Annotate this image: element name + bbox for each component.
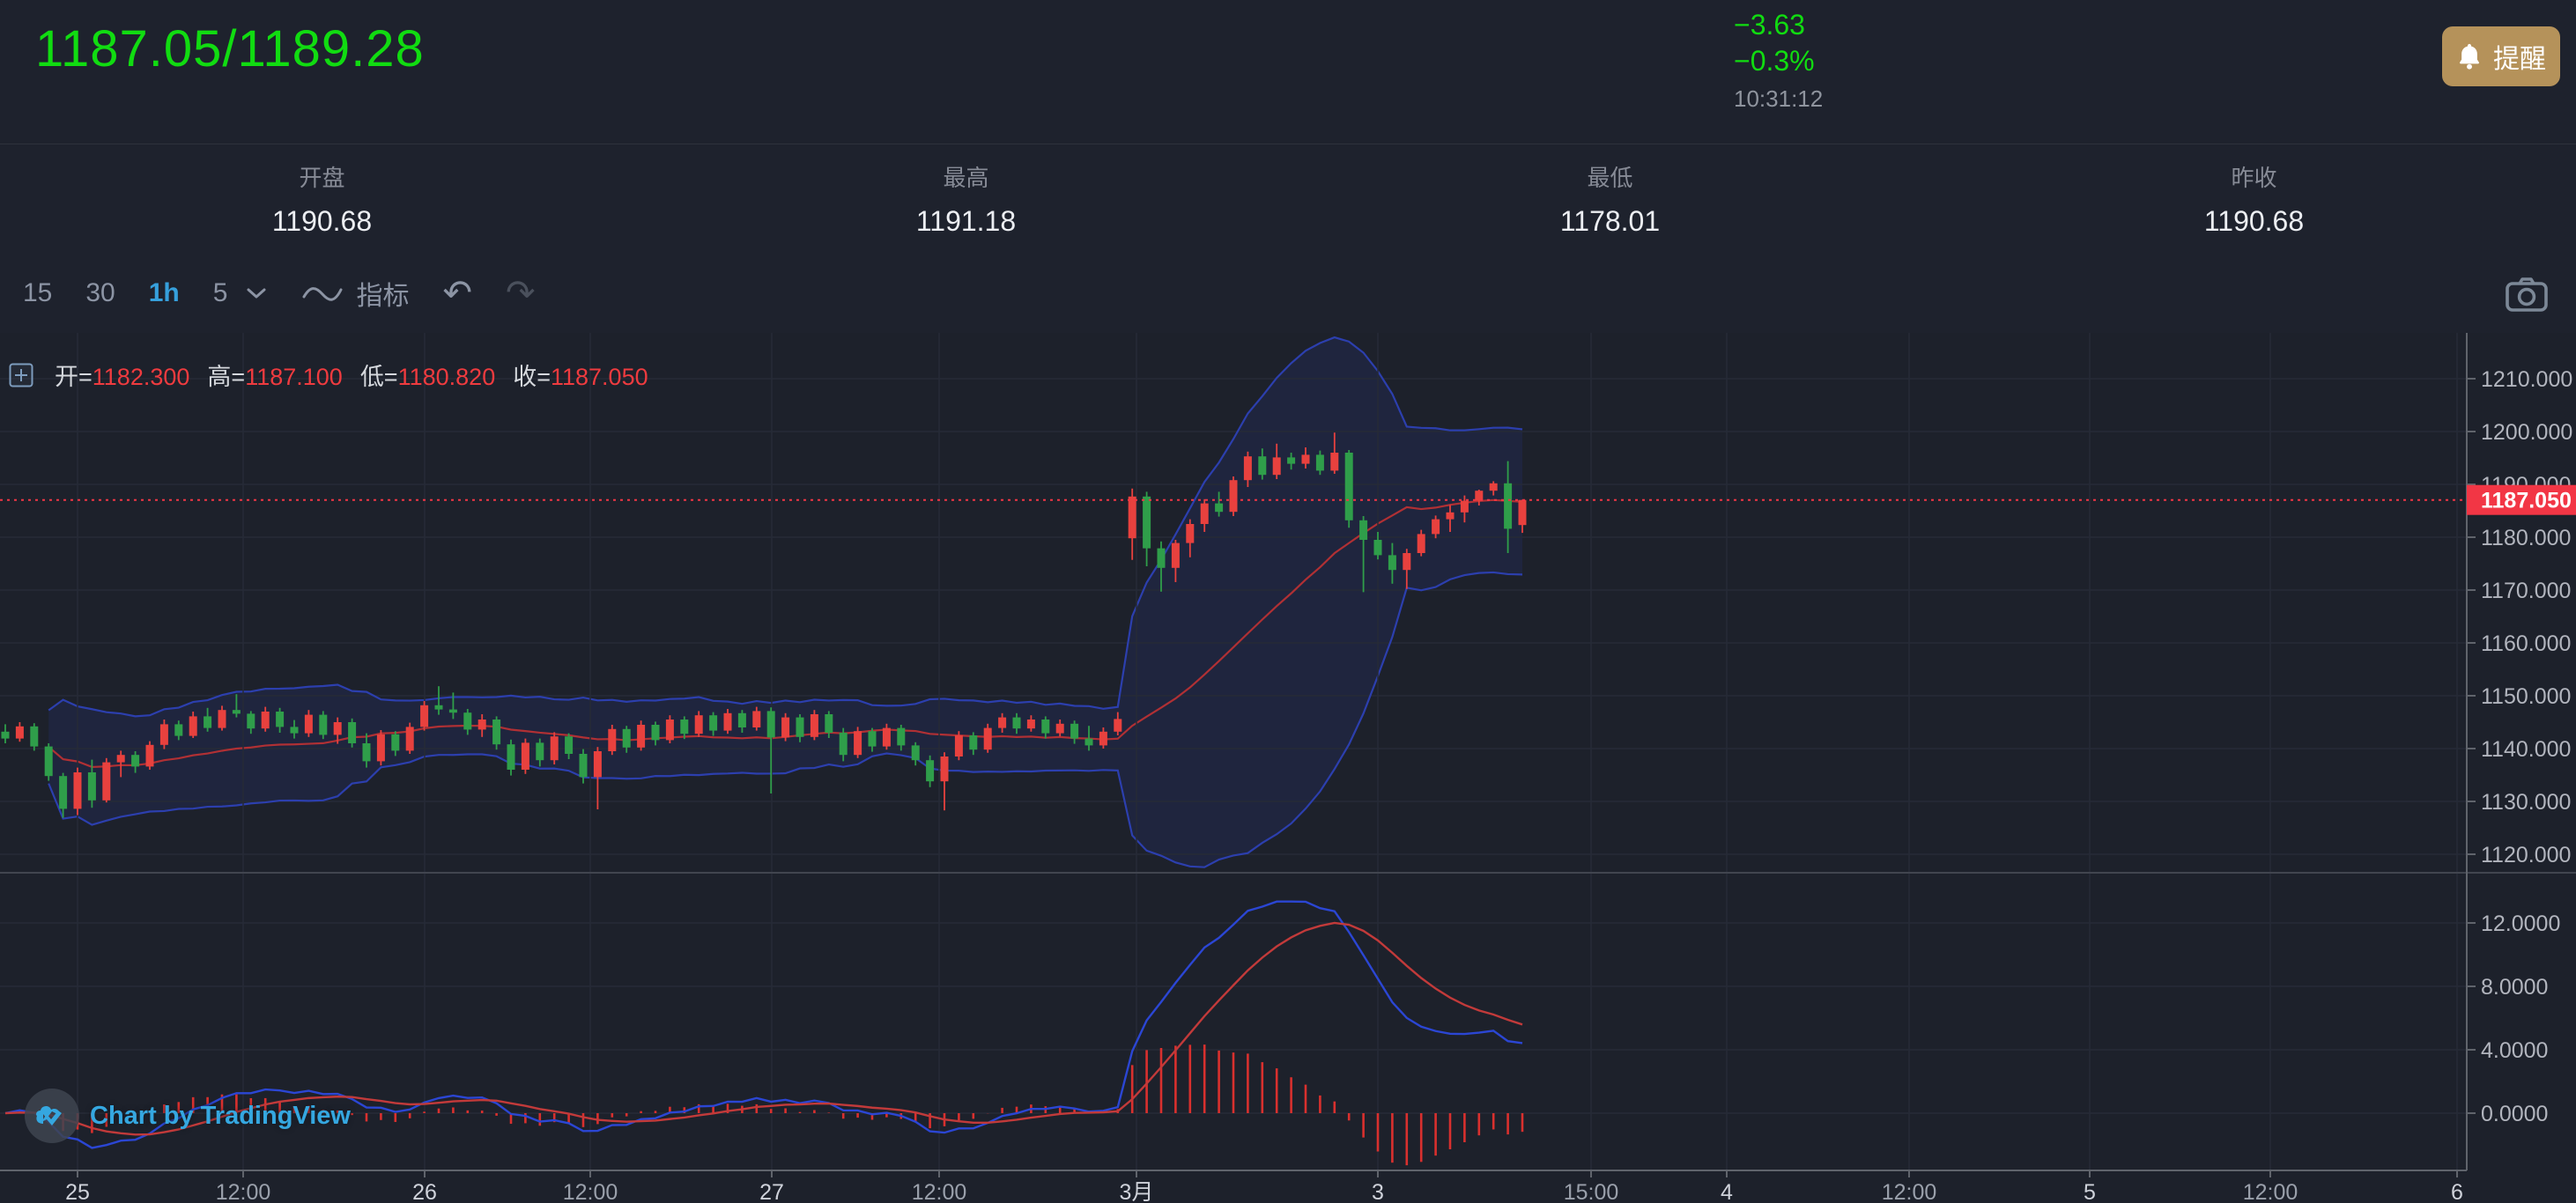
stat-high-label: 最高 <box>943 165 989 191</box>
chart-toolbar: 15 30 1h 5 指标 ↶ ↷ <box>0 254 2576 333</box>
quote-header: 1187.05/1189.28 −3.63 −0.3% 10:31:12 提醒 <box>0 0 2576 144</box>
svg-text:12:00: 12:00 <box>563 1180 618 1203</box>
svg-text:3月: 3月 <box>1120 1180 1154 1203</box>
stat-prev-close-label: 昨收 <box>2231 165 2277 191</box>
svg-text:4: 4 <box>1721 1180 1733 1203</box>
redo-icon[interactable]: ↷ <box>505 273 536 314</box>
indicators-button[interactable]: 指标 <box>301 274 409 313</box>
wave-icon <box>302 287 343 301</box>
svg-text:4.0000: 4.0000 <box>2481 1038 2548 1063</box>
svg-text:1150.000: 1150.000 <box>2481 684 2571 709</box>
svg-text:15:00: 15:00 <box>1564 1180 1619 1203</box>
quote-time: 10:31:12 <box>1734 85 1824 112</box>
candlestick-series <box>1 432 1527 818</box>
svg-text:12:00: 12:00 <box>216 1180 271 1203</box>
timeframe-30[interactable]: 30 <box>85 278 115 307</box>
timeframe-5[interactable]: 5 <box>212 278 228 307</box>
svg-text:1180.000: 1180.000 <box>2481 526 2571 550</box>
tradingview-logo-icon <box>25 1089 79 1143</box>
stat-open-label: 开盘 <box>299 165 345 191</box>
crosshair-plus-icon[interactable] <box>9 363 33 387</box>
current-price-axis-label: 1187.050 <box>2467 484 2576 515</box>
svg-text:1210.000: 1210.000 <box>2481 367 2572 392</box>
vertical-gridlines <box>77 333 2458 1170</box>
legend-high: 高=1187.100 <box>207 364 343 390</box>
stat-high: 最高 1191.18 <box>644 144 1288 254</box>
svg-text:26: 26 <box>412 1180 437 1203</box>
stat-low-value: 1178.01 <box>1559 205 1661 237</box>
price-chart-canvas[interactable]: 1210.0001200.0001190.0001180.0001170.000… <box>0 333 2576 1203</box>
svg-text:8.0000: 8.0000 <box>2481 975 2548 1000</box>
legend-low: 低=1180.820 <box>359 364 496 390</box>
change-block: −3.63 −0.3% 10:31:12 <box>1734 7 1823 114</box>
time-axis-labels: 25 12:00 26 12:00 27 12:00 3月 3 15:00 4 12:00 5 12:0… <box>65 1170 2463 1203</box>
ohlc-legend: 开=1182.300 高=1187.100 低=1180.820 收=1187.… <box>9 358 648 392</box>
macd-pane <box>4 900 1524 1166</box>
stat-open-value: 1190.68 <box>271 205 373 237</box>
svg-text:1120.000: 1120.000 <box>2481 843 2571 867</box>
bell-icon <box>2460 43 2479 70</box>
svg-text:12:00: 12:00 <box>2243 1180 2298 1203</box>
bollinger-band <box>0 336 2467 868</box>
timeframe-1h[interactable]: 1h <box>148 278 180 307</box>
stat-low: 最低 1178.01 <box>1288 144 1932 254</box>
svg-text:6: 6 <box>2451 1180 2463 1203</box>
tradingview-attribution-text: Chart by TradingView <box>90 1101 351 1130</box>
stat-low-label: 最低 <box>1587 165 1633 191</box>
price-axis-labels: 1210.0001200.0001190.0001180.0001170.000… <box>2467 367 2572 1126</box>
svg-text:1160.000: 1160.000 <box>2481 631 2571 656</box>
price-change: −3.63 <box>1734 9 1805 41</box>
chevron-down-icon[interactable] <box>245 286 268 300</box>
macd-gridlines <box>0 922 2467 1114</box>
alert-button[interactable]: 提醒 <box>2442 26 2560 86</box>
ohlc-stats-row: 开盘 1190.68 最高 1191.18 最低 1178.01 昨收 1190… <box>0 144 2576 255</box>
svg-text:0.0000: 0.0000 <box>2481 1102 2548 1126</box>
stat-prev-close: 昨收 1190.68 <box>1932 144 2576 254</box>
stat-prev-close-value: 1190.68 <box>2203 205 2305 237</box>
svg-text:1130.000: 1130.000 <box>2481 790 2571 815</box>
svg-text:1187.050: 1187.050 <box>2481 489 2572 513</box>
svg-text:3: 3 <box>1372 1180 1384 1203</box>
svg-text:1200.000: 1200.000 <box>2481 420 2572 445</box>
svg-text:12.0000: 12.0000 <box>2481 911 2560 936</box>
stat-open: 开盘 1190.68 <box>0 144 644 254</box>
stat-high-value: 1191.18 <box>915 205 1017 237</box>
chart-area[interactable]: 1210.0001200.0001190.0001180.0001170.000… <box>0 333 2576 1203</box>
timeframe-row: 15 30 1h 5 指标 ↶ ↷ <box>23 254 535 333</box>
svg-text:12:00: 12:00 <box>1882 1180 1937 1203</box>
main-gridlines <box>0 378 2467 855</box>
timeframe-15[interactable]: 15 <box>23 278 53 307</box>
tradingview-attribution[interactable]: Chart by TradingView <box>25 1089 351 1143</box>
legend-open: 开=1182.300 <box>55 364 190 390</box>
undo-icon[interactable]: ↶ <box>442 273 472 314</box>
svg-text:25: 25 <box>65 1180 90 1203</box>
svg-text:1140.000: 1140.000 <box>2481 737 2571 762</box>
alert-button-label: 提醒 <box>2493 45 2546 74</box>
price-change-percent: −0.3% <box>1734 44 1815 77</box>
bid-ask-price: 1187.05/1189.28 <box>35 20 425 77</box>
screenshot-camera-icon[interactable] <box>2502 269 2551 319</box>
svg-text:1170.000: 1170.000 <box>2481 579 2571 603</box>
indicators-label: 指标 <box>356 282 410 311</box>
svg-text:5: 5 <box>2084 1180 2096 1203</box>
svg-text:12:00: 12:00 <box>912 1180 967 1203</box>
legend-close: 收=1187.050 <box>513 364 648 390</box>
svg-text:27: 27 <box>759 1180 784 1203</box>
